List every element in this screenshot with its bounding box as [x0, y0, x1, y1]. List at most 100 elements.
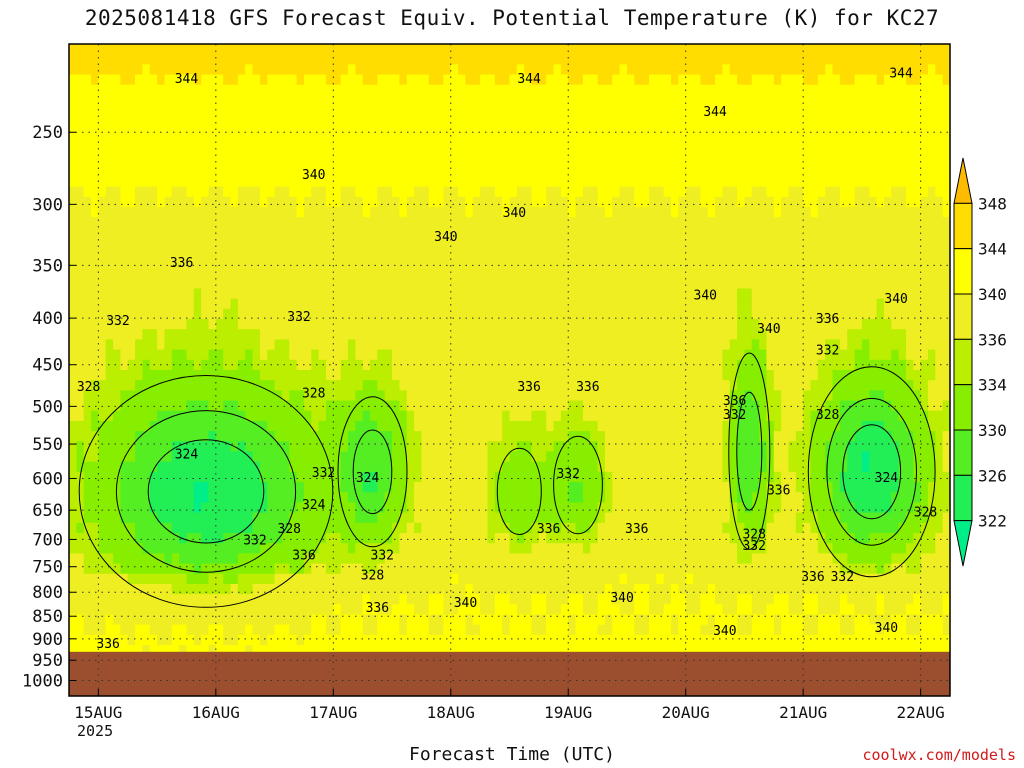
field-cell — [318, 207, 327, 218]
field-cell — [494, 54, 503, 65]
field-cell — [538, 176, 547, 188]
field-cell — [538, 359, 547, 371]
field-cell — [215, 370, 224, 381]
field-cell — [575, 207, 584, 218]
field-cell — [737, 370, 746, 381]
field-cell — [531, 227, 540, 239]
field-cell — [494, 237, 503, 249]
field-cell — [384, 186, 393, 198]
field-cell — [208, 257, 217, 269]
field-cell — [759, 54, 768, 65]
field-cell — [120, 339, 129, 351]
field-cell — [663, 441, 672, 453]
field-cell — [370, 166, 378, 178]
field-cell — [810, 94, 819, 106]
field-cell — [487, 400, 496, 412]
field-cell — [538, 390, 547, 402]
field-cell — [766, 278, 775, 290]
field-cell — [494, 308, 503, 320]
field-cell — [267, 370, 276, 381]
field-cell — [157, 431, 166, 442]
field-cell — [773, 227, 782, 239]
field-cell — [671, 308, 679, 320]
field-cell — [693, 207, 701, 218]
field-cell — [303, 84, 312, 96]
field-cell — [157, 217, 166, 228]
field-cell — [120, 156, 129, 167]
field-cell — [91, 288, 99, 300]
field-cell — [113, 84, 121, 96]
field-cell — [494, 227, 503, 239]
field-cell — [480, 125, 489, 137]
field-cell — [237, 420, 246, 432]
field-cell — [333, 176, 342, 188]
field-cell — [883, 400, 892, 412]
field-cell — [465, 125, 474, 137]
field-cell — [267, 105, 276, 116]
field-cell — [693, 441, 701, 453]
field-cell — [883, 166, 892, 178]
field-cell — [384, 115, 393, 127]
field-cell — [127, 431, 136, 442]
field-cell — [230, 308, 239, 320]
field-cell — [91, 298, 99, 310]
field-cell — [861, 74, 870, 86]
field-cell — [318, 319, 327, 330]
field-cell — [296, 196, 305, 208]
field-cell — [927, 370, 936, 381]
field-cell — [267, 207, 276, 218]
field-cell — [480, 74, 489, 86]
field-cell — [788, 186, 797, 198]
field-cell — [274, 176, 283, 188]
field-cell — [186, 319, 195, 330]
field-cell — [245, 461, 254, 473]
field-cell — [751, 390, 760, 402]
field-cell — [847, 94, 856, 106]
field-cell — [898, 349, 907, 361]
field-cell — [69, 380, 77, 391]
field-cell — [325, 145, 334, 157]
field-cell — [568, 115, 577, 127]
field-cell — [773, 186, 782, 198]
field-cell — [707, 400, 716, 412]
field-cell — [465, 329, 474, 341]
field-cell — [120, 257, 129, 269]
field-cell — [832, 380, 841, 391]
field-cell — [832, 451, 841, 463]
field-cell — [891, 257, 900, 269]
field-cell — [259, 319, 268, 330]
field-cell — [590, 196, 599, 208]
field-cell — [656, 420, 665, 432]
field-cell — [795, 380, 804, 391]
field-cell — [267, 186, 276, 198]
field-cell — [575, 156, 584, 167]
field-cell — [120, 237, 129, 249]
field-cell — [494, 390, 503, 402]
field-cell — [406, 370, 415, 381]
field-cell — [546, 441, 555, 453]
field-cell — [560, 74, 569, 86]
field-cell — [135, 105, 144, 116]
field-cell — [546, 217, 555, 228]
field-cell — [700, 166, 709, 178]
field-cell — [553, 257, 562, 269]
field-cell — [641, 115, 650, 127]
field-cell — [377, 156, 386, 167]
field-cell — [854, 94, 863, 106]
field-cell — [259, 176, 268, 188]
field-cell — [230, 115, 239, 127]
field-cell — [83, 84, 92, 96]
field-cell — [575, 268, 584, 279]
field-cell — [487, 125, 496, 137]
field-cell — [105, 461, 114, 473]
field-cell — [252, 237, 261, 249]
field-cell — [171, 268, 180, 279]
field-cell — [76, 461, 85, 473]
field-cell — [729, 166, 738, 178]
field-cell — [259, 166, 268, 178]
field-cell — [927, 54, 936, 65]
field-cell — [619, 125, 628, 137]
field-cell — [458, 319, 467, 330]
field-cell — [707, 359, 716, 371]
field-cell — [362, 237, 371, 249]
